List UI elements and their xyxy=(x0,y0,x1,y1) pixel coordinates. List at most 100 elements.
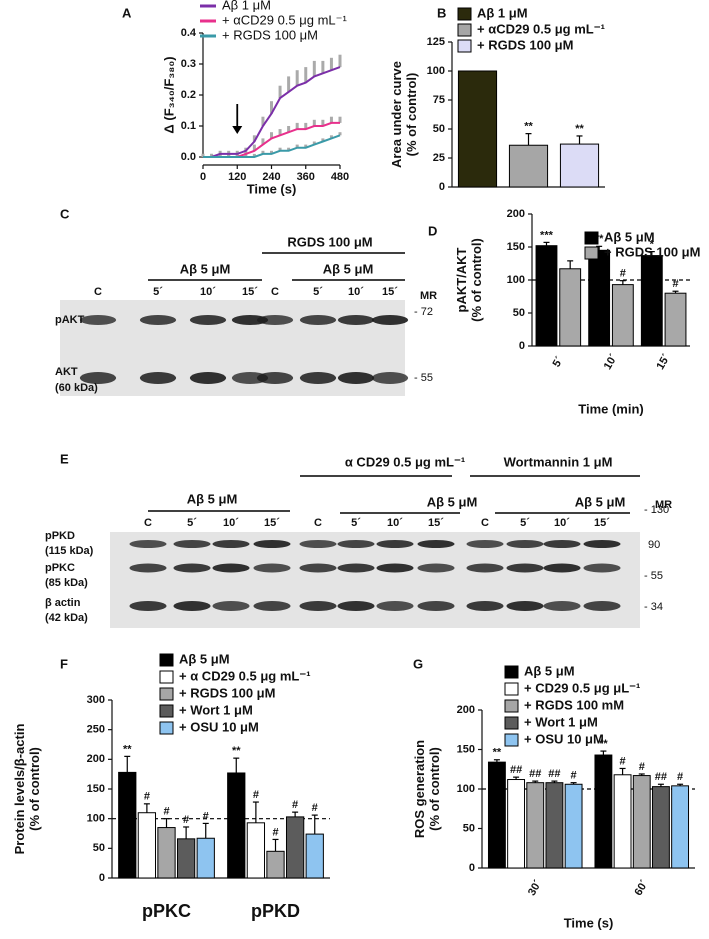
x-axis-label: Time (min) xyxy=(578,401,644,416)
legend-swatch xyxy=(504,699,519,713)
legend-label: + αCD29 0.5 μg mL⁻¹ xyxy=(477,21,605,36)
blot-band xyxy=(376,601,414,611)
legend-label: Aβ 5 μM xyxy=(524,663,575,678)
panel-label: F xyxy=(60,656,68,671)
blot-band xyxy=(212,563,250,573)
legend-label: + OSU 10 μM xyxy=(179,719,259,734)
y-tick-label: 50 xyxy=(93,842,105,854)
significance-label: # xyxy=(253,789,259,801)
y-axis-label: Protein levels/β-actin xyxy=(12,724,27,855)
y-tick-label: 150 xyxy=(457,743,475,755)
row-label: (85 kDa) xyxy=(45,577,88,589)
marker-label: - 55 xyxy=(644,570,663,582)
row-label: AKT xyxy=(55,366,78,378)
blot-band xyxy=(299,372,337,384)
blot-band xyxy=(506,540,544,548)
data-line xyxy=(203,66,341,158)
legend-label: + RGDS 100 μM xyxy=(477,37,573,52)
bar xyxy=(305,833,324,879)
blot-band xyxy=(337,563,375,573)
blot-band xyxy=(299,563,337,573)
group-label: Aβ 5 μM xyxy=(323,261,374,276)
blot-band xyxy=(299,601,337,611)
x-tick-label: 30´ xyxy=(526,878,545,898)
y-tick-label: 100 xyxy=(457,783,475,795)
significance-label: ** xyxy=(595,233,604,245)
y-tick-label: 50 xyxy=(433,123,445,135)
panel-label: D xyxy=(428,223,437,238)
y-tick-label: 25 xyxy=(433,152,445,164)
y-tick-label: 100 xyxy=(87,813,105,825)
legend-swatch xyxy=(457,39,472,53)
significance-label: # xyxy=(272,826,278,838)
lane-label: 15´ xyxy=(264,517,280,529)
blot-band xyxy=(371,372,409,384)
bar xyxy=(266,850,285,879)
blot-band xyxy=(337,315,375,325)
panel-label: E xyxy=(60,451,69,466)
blot-band xyxy=(466,563,504,573)
legend-label: + OSU 10 μM xyxy=(524,731,604,746)
row-label: (42 kDa) xyxy=(45,612,88,624)
lane-label: C xyxy=(94,286,102,298)
significance-label: # xyxy=(639,761,645,773)
significance-label: # xyxy=(620,268,626,280)
x-axis-label: Time (s) xyxy=(247,181,297,196)
x-axis-label: Time (s) xyxy=(564,915,614,930)
lane-label: 10´ xyxy=(348,286,364,298)
significance-label: # xyxy=(203,810,209,822)
y-tick-label: 125 xyxy=(427,36,445,48)
panel-label: A xyxy=(122,5,132,20)
bar xyxy=(588,249,611,347)
panel-label: G xyxy=(413,656,423,671)
legend-swatch xyxy=(159,670,174,684)
mr-label: MR xyxy=(655,499,672,511)
blot-band xyxy=(299,540,337,548)
group-label: Aβ 5 μM xyxy=(180,261,231,276)
marker-label: 90 xyxy=(648,539,660,551)
y-axis-label: pAKT/AKT xyxy=(454,247,469,312)
mr-label: MR xyxy=(420,290,437,302)
blot-band xyxy=(543,563,581,573)
legend-swatch xyxy=(504,733,519,747)
bar xyxy=(632,775,651,869)
significance-label: ## xyxy=(510,764,522,776)
x-tick-label: 120 xyxy=(228,171,246,183)
legend-label: Aβ 1 μM xyxy=(222,0,271,12)
lane-label: 5´ xyxy=(153,286,163,298)
y-tick-label: 75 xyxy=(433,94,445,106)
blot-band xyxy=(129,601,167,611)
bar xyxy=(594,754,613,869)
x-tick-label: 360 xyxy=(297,171,315,183)
lane-label: C xyxy=(481,517,489,529)
legend-swatch xyxy=(504,682,519,696)
bar xyxy=(664,292,687,347)
bar xyxy=(196,837,215,879)
legend-swatch xyxy=(159,687,174,701)
significance-label: ** xyxy=(493,747,502,759)
bar xyxy=(559,268,582,347)
blot-band xyxy=(173,601,211,611)
significance-label: # xyxy=(183,814,189,826)
bar xyxy=(157,827,176,879)
y-axis-label: Area under curve xyxy=(389,61,404,168)
bar xyxy=(640,255,663,347)
bar xyxy=(457,70,498,188)
blot-band xyxy=(371,315,409,325)
marker-label: - 34 xyxy=(644,601,663,613)
legend-label: Aβ 1 μM xyxy=(477,5,528,20)
blot-band xyxy=(543,540,581,548)
legend-label: Aβ 5 μM xyxy=(179,651,230,666)
blot-band xyxy=(79,372,117,384)
significance-label: *** xyxy=(540,229,554,241)
blot-band xyxy=(79,315,117,325)
blot-band xyxy=(417,601,455,611)
significance-label: ** xyxy=(599,738,608,750)
y-tick-label: 0 xyxy=(469,862,475,874)
panel-label: B xyxy=(437,5,446,20)
legend-swatch xyxy=(584,231,599,245)
blot-band xyxy=(583,601,621,611)
bar xyxy=(613,774,632,869)
y-tick-label: 0.4 xyxy=(181,27,197,39)
bar xyxy=(508,144,549,188)
